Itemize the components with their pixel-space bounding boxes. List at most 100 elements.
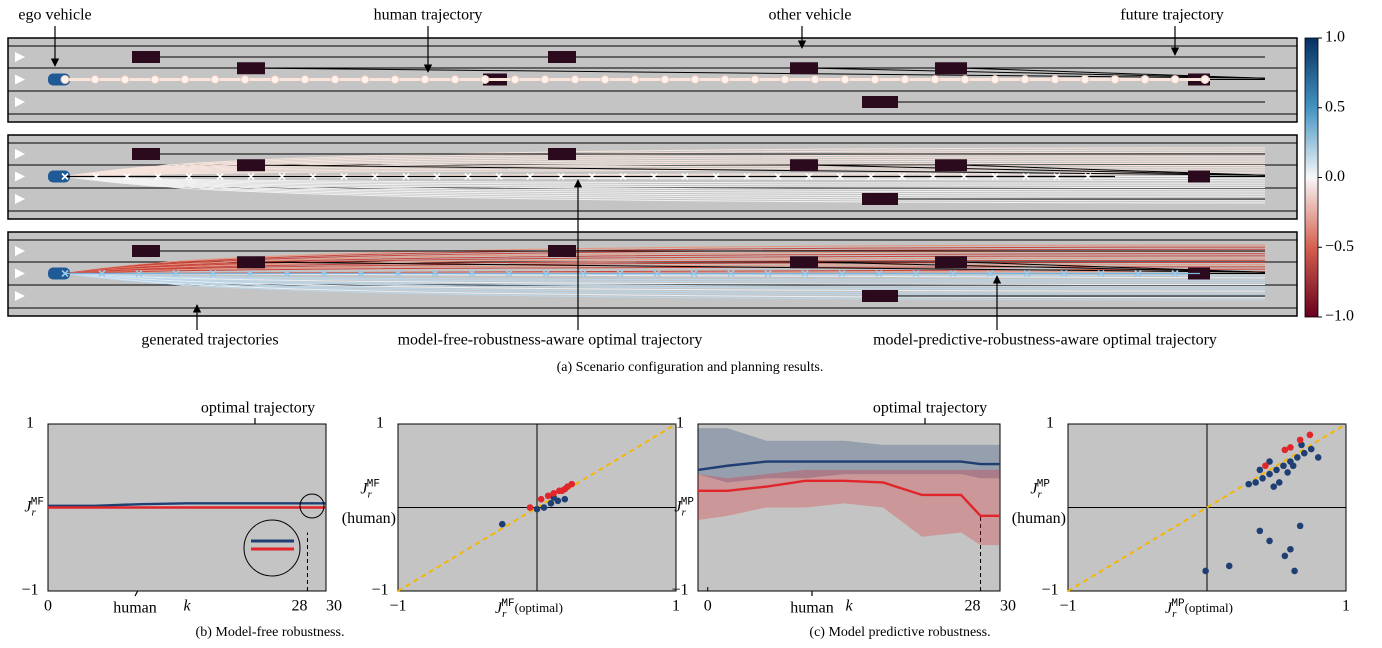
trajectory-point [1060, 269, 1068, 278]
zoom-source [299, 493, 325, 519]
point [1298, 441, 1305, 449]
annotation: model-free-robustness-aware optimal traj… [398, 332, 703, 349]
trajectory-point [780, 75, 790, 84]
trajectory-point [371, 172, 379, 181]
annotation: model-predictive-robustness-aware optima… [873, 332, 1217, 349]
trajectory-point [402, 172, 410, 181]
trajectory-point [1110, 75, 1120, 84]
annotation: human [790, 600, 834, 617]
colorbar-tick-label: 0.5 [1325, 98, 1345, 115]
y-tick-label: 1 [1046, 415, 1054, 432]
trajectory-point [90, 75, 100, 84]
point [1256, 466, 1264, 474]
trajectory-point [320, 269, 328, 278]
trajectory-point [542, 269, 550, 278]
trajectory-point [180, 75, 190, 84]
point [1307, 445, 1315, 453]
trajectory-point [240, 75, 250, 84]
label-superscript: MF [501, 598, 514, 610]
generated-trajectory [64, 259, 1266, 274]
trajectory-point [390, 75, 400, 84]
chart: 1 −1 0 28 30 k [21, 415, 342, 615]
trajectory-point [61, 172, 69, 181]
caption: (a) Scenario configuration and planning … [557, 360, 824, 375]
other-vehicle [132, 51, 160, 63]
point [1256, 527, 1264, 535]
vehicle-trajectory [966, 261, 1266, 273]
point [1245, 480, 1252, 488]
trajectory-point [123, 172, 131, 181]
point [1314, 454, 1322, 461]
x-tick-label: −1 [1059, 598, 1076, 615]
other-vehicle [935, 159, 967, 172]
label-note: (human) [1012, 510, 1066, 527]
x-tick-label: 1 [672, 598, 680, 615]
trajectory-point [743, 172, 751, 181]
axis-label: JrMF [360, 478, 380, 500]
ego-vehicle [48, 170, 70, 183]
label-symbol: J [495, 600, 503, 617]
x-tick-label: 0 [704, 598, 712, 615]
label-note: (optimal) [515, 600, 563, 615]
trajectory-point [1200, 75, 1210, 84]
x-axis-label: k [183, 598, 191, 615]
other-vehicle [237, 159, 265, 172]
trajectory-point [838, 269, 846, 278]
trajectory-point [681, 172, 689, 181]
point [1259, 474, 1266, 482]
other-vehicle [237, 256, 265, 269]
colorbar [1304, 37, 1319, 318]
trajectory-point [900, 75, 910, 84]
label-superscript: MF [367, 478, 380, 490]
other-vehicle [935, 256, 967, 269]
trajectory-point [579, 269, 587, 278]
point [1280, 462, 1287, 470]
other-vehicle [548, 51, 576, 63]
trajectory-point [495, 172, 503, 181]
trajectory-point [185, 172, 193, 181]
lane-arrow [15, 97, 25, 107]
annotation: generated trajectories [141, 332, 278, 349]
diagonal [1067, 423, 1347, 592]
point [1252, 479, 1259, 486]
trajectory-point [216, 172, 224, 181]
trajectory-point [930, 75, 940, 84]
generated-trajectory [64, 151, 1266, 177]
trajectory-point [357, 269, 365, 278]
trajectory-point [154, 172, 162, 181]
line [698, 479, 1000, 518]
other-vehicle [862, 96, 898, 108]
other-vehicle [548, 148, 576, 160]
band [698, 469, 1000, 546]
ego-vehicle [48, 267, 70, 280]
lane-arrow [15, 171, 25, 182]
x-tick-label: −1 [389, 598, 406, 615]
lane-arrow [15, 194, 25, 204]
trajectory-point [150, 75, 160, 84]
trajectory-point [986, 269, 994, 278]
point [1281, 446, 1289, 454]
trajectory-point [394, 269, 402, 278]
point [1275, 479, 1283, 486]
label-superscript: MF [31, 496, 44, 508]
lane-arrow [15, 246, 25, 256]
generated-trajectory [64, 149, 1266, 177]
point [1266, 537, 1273, 545]
y-tick-label: 1 [26, 415, 34, 432]
trajectory-point [1171, 269, 1179, 278]
x-tick-label: 1 [1342, 598, 1350, 615]
lane-arrow [15, 268, 25, 279]
trajectory-point [510, 75, 520, 84]
annotation: future trajectory [1120, 7, 1224, 24]
other-vehicle [790, 159, 818, 172]
trajectory-point [433, 172, 441, 181]
trajectory-point [801, 269, 809, 278]
colorbar-tick-label: −1.0 [1325, 308, 1354, 325]
vehicle-trajectory [966, 164, 1266, 176]
trajectory-point [1140, 75, 1150, 84]
label-superscript: MP [1037, 478, 1051, 490]
generated-trajectory [64, 251, 1266, 274]
lane-arrow [15, 52, 25, 62]
trajectory-point [690, 75, 700, 84]
generated-trajectory [64, 156, 1266, 177]
